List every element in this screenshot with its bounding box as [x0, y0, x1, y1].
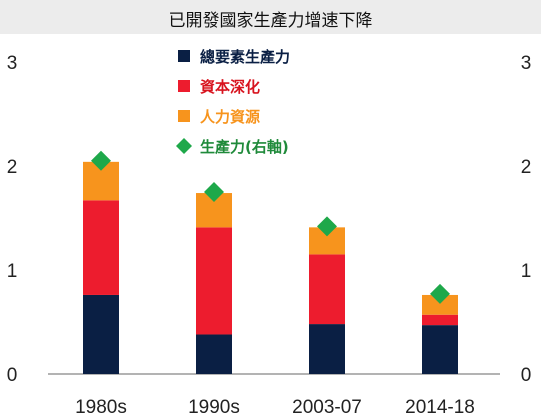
bar-1-3: [422, 314, 458, 326]
y-left-tick-2: 2: [7, 157, 18, 178]
legend-swatch-2: [178, 110, 190, 122]
bar-0-0: [83, 294, 119, 374]
legend-swatch-3: [176, 138, 192, 154]
marker-point-3: [430, 283, 450, 304]
y-left-tick-1: 1: [7, 261, 18, 282]
legend-label-3: 生產力(右軸): [200, 138, 289, 156]
bar-0-3: [422, 325, 458, 374]
x-tick-3: 2014-18: [405, 397, 475, 418]
y-right-tick-3: 3: [521, 53, 532, 74]
y-right-tick-0: 0: [521, 365, 532, 386]
bar-2-3: [422, 294, 458, 315]
marker-point-0: [91, 150, 111, 171]
bar-1-1: [196, 227, 232, 335]
marker-point-2: [317, 216, 337, 237]
x-tick-1: 1990s: [188, 397, 240, 418]
x-tick-0: 1980s: [75, 397, 127, 418]
bar-1-0: [83, 200, 119, 295]
x-tick-2: 2003-07: [292, 397, 362, 418]
legend-label-2: 人力資源: [200, 108, 260, 126]
legend-swatch-0: [178, 50, 190, 62]
legend-swatch-1: [178, 80, 190, 92]
y-right-tick-1: 1: [521, 261, 532, 282]
legend-label-0: 總要素生產力: [200, 48, 290, 66]
bar-0-2: [309, 324, 345, 374]
title-band: 已開發國家生產力增速下降: [0, 0, 541, 34]
y-left-tick-0: 0: [7, 365, 18, 386]
y-left-tick-3: 3: [7, 53, 18, 74]
legend-label-1: 資本深化: [200, 78, 260, 96]
bar-0-1: [196, 334, 232, 374]
bar-1-2: [309, 254, 345, 325]
chart-title: 已開發國家生產力增速下降: [168, 11, 373, 31]
marker-point-1: [204, 182, 224, 202]
y-right-tick-2: 2: [521, 157, 532, 178]
